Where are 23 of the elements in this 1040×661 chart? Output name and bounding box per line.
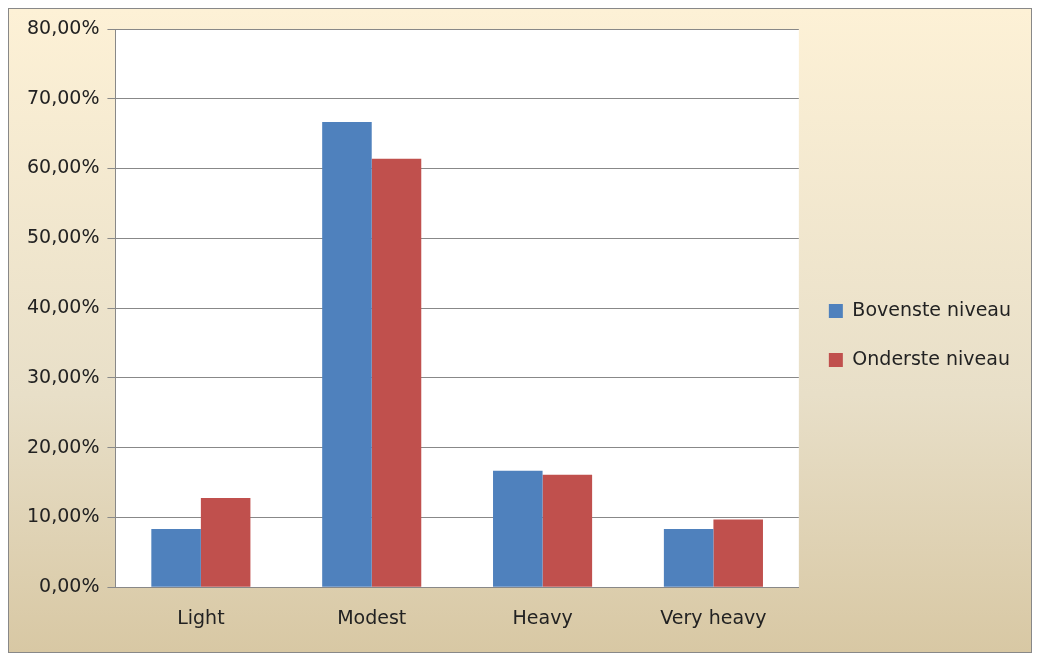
y-tick-label: 60,00% xyxy=(26,155,100,178)
bar xyxy=(371,158,422,587)
y-tick-label: 50,00% xyxy=(26,225,100,248)
bar xyxy=(200,497,251,587)
y-tick-label: 40,00% xyxy=(26,295,100,318)
x-tick-label: Modest xyxy=(337,605,407,628)
bar xyxy=(322,122,372,587)
bar xyxy=(493,470,543,587)
bar xyxy=(713,519,763,587)
bar xyxy=(663,529,714,587)
y-tick-label: 70,00% xyxy=(26,85,100,108)
legend-label: Onderste niveau xyxy=(852,346,1010,369)
y-tick-label: 20,00% xyxy=(26,434,100,457)
y-tick-label: 10,00% xyxy=(26,504,100,527)
y-tick-label: 0,00% xyxy=(39,574,100,597)
bar xyxy=(151,529,201,587)
x-tick-label: Light xyxy=(177,605,225,628)
x-tick-label: Very heavy xyxy=(660,605,767,628)
x-tick-label: Heavy xyxy=(512,605,573,628)
y-tick-label: 80,00% xyxy=(26,15,100,38)
bar xyxy=(542,474,593,587)
y-tick-label: 30,00% xyxy=(26,364,100,387)
legend-label: Bovenste niveau xyxy=(852,297,1011,320)
